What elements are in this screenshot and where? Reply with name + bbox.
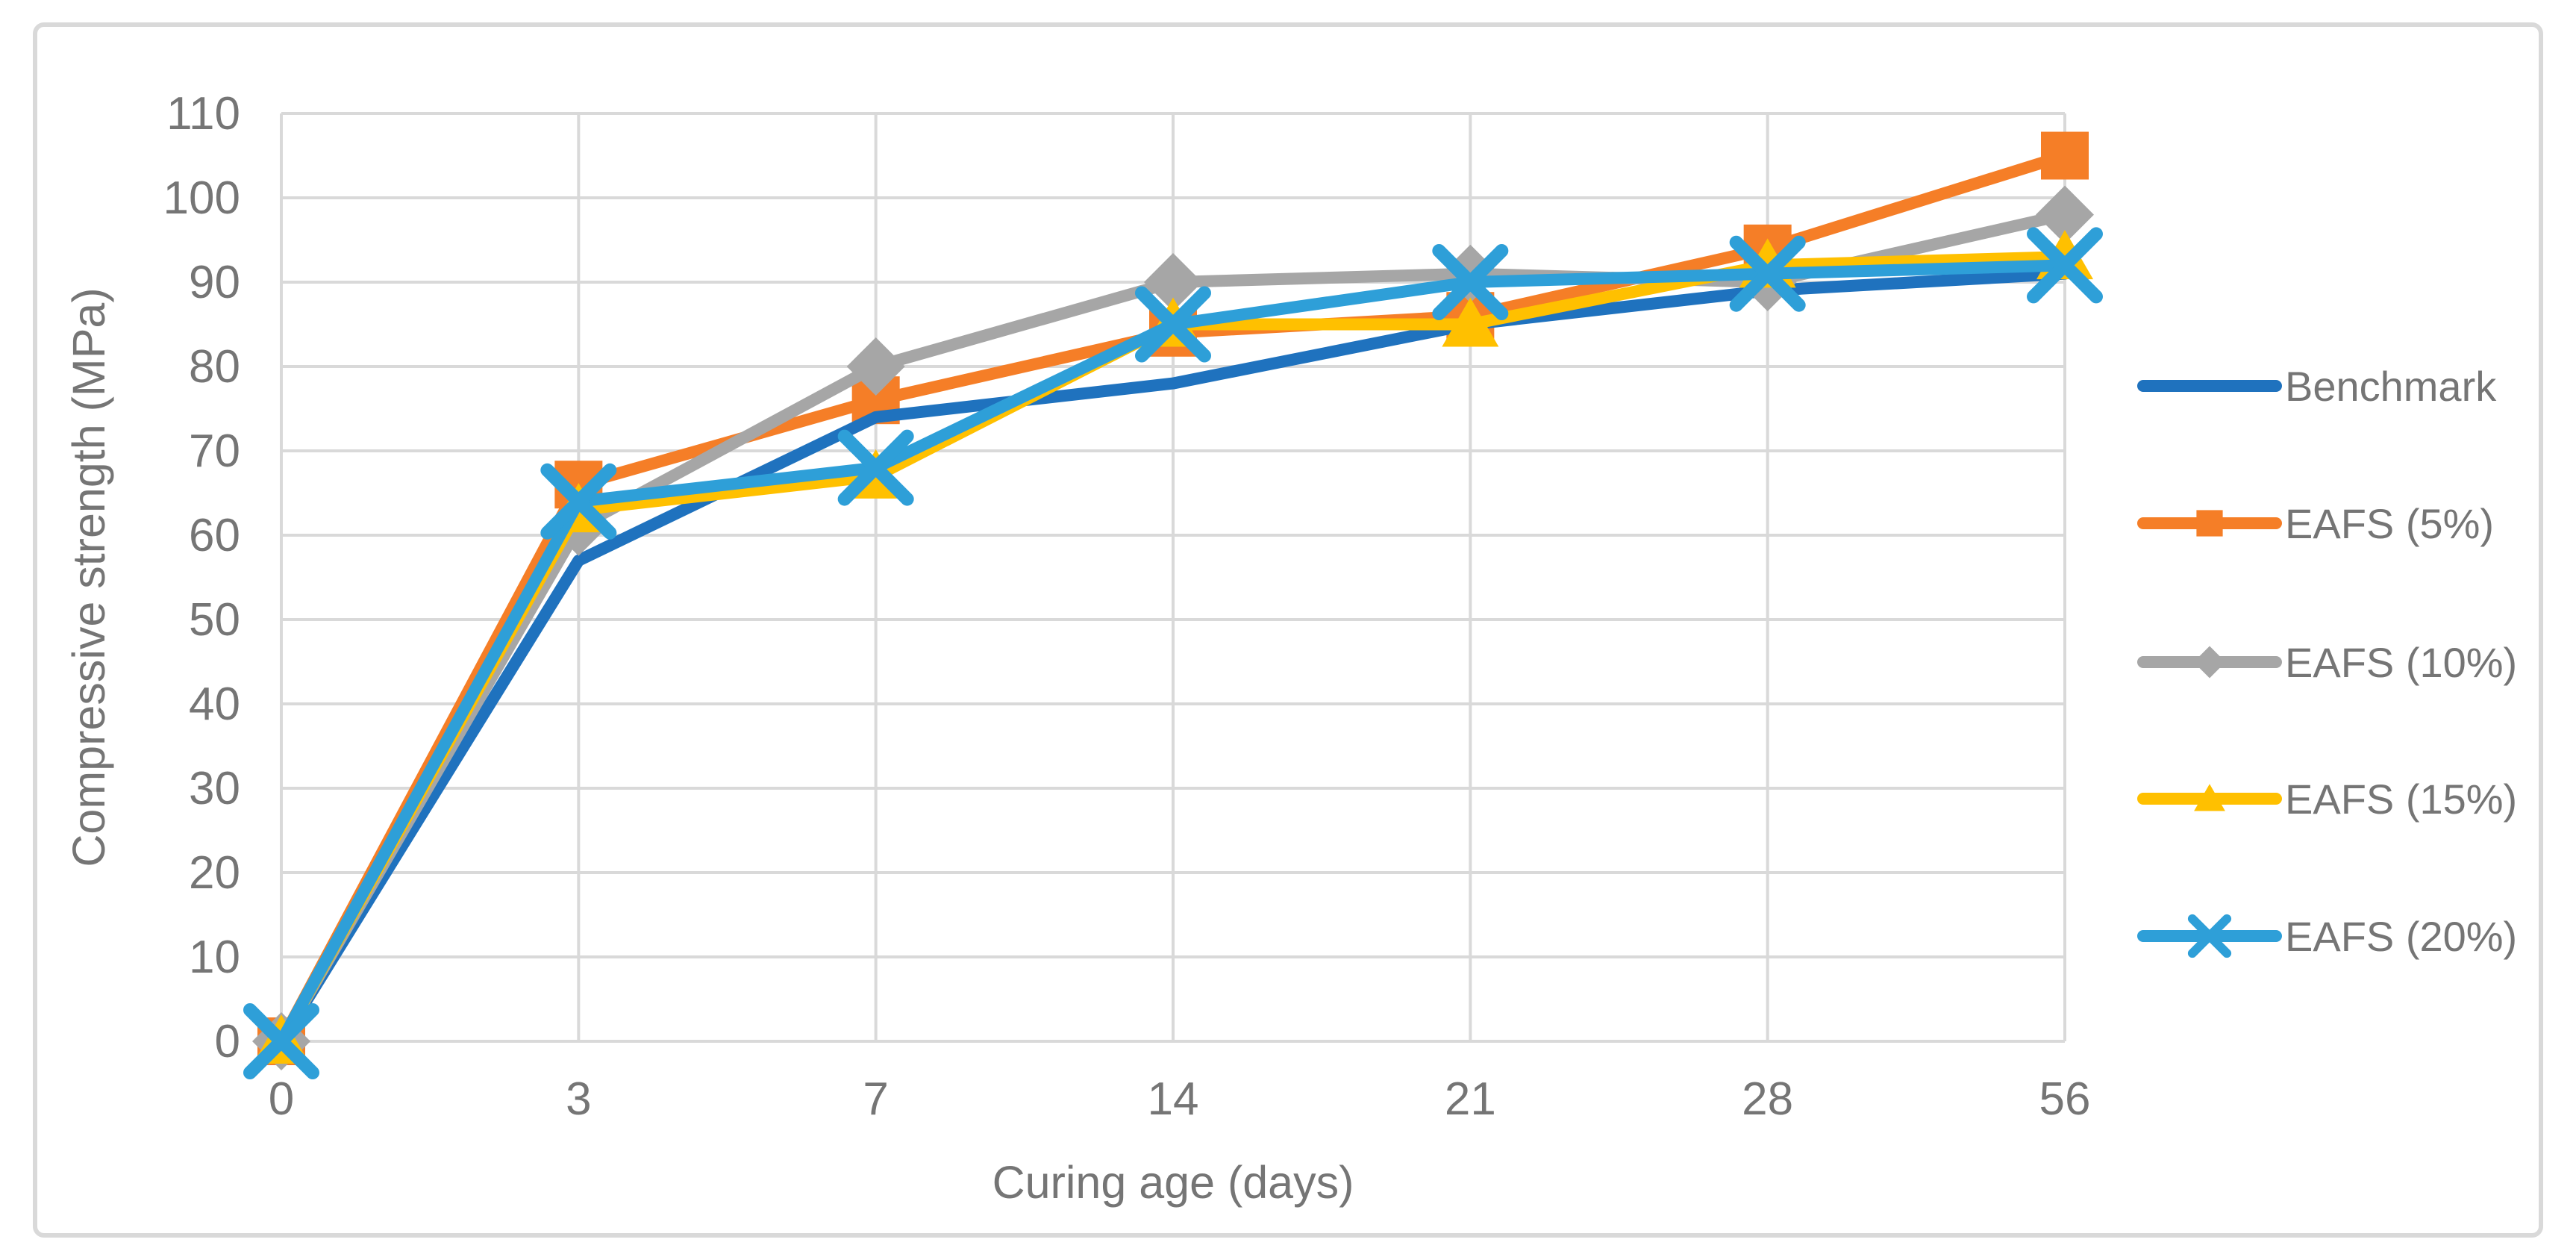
legend-label: EAFS (5%) [2285, 500, 2494, 547]
legend-label: Benchmark [2285, 363, 2497, 410]
y-tick-label: 90 [189, 257, 240, 308]
x-tick-label: 0 [269, 1073, 294, 1125]
x-tick-label: 14 [1148, 1073, 1199, 1125]
legend-label: EAFS (20%) [2285, 913, 2517, 960]
x-tick-label: 7 [863, 1073, 888, 1125]
marker-diamond [2193, 646, 2226, 679]
y-tick-label: 0 [215, 1016, 240, 1067]
x-tick-label: 21 [1445, 1073, 1496, 1125]
marker-diamond [846, 337, 905, 396]
legend-item-eafs-10: EAFS (10%) [2137, 639, 2517, 686]
y-axis-title: Compressive strength (MPa) [63, 287, 114, 867]
legend-item-benchmark: Benchmark [2137, 363, 2497, 410]
x-tick-label: 28 [1742, 1073, 1793, 1125]
marker-square [2041, 131, 2089, 180]
y-tick-label: 40 [189, 679, 240, 730]
marker-x [243, 1003, 319, 1079]
legend-item-eafs-15: EAFS (15%) [2137, 776, 2517, 823]
marker-x [837, 429, 914, 506]
y-tick-label: 110 [166, 88, 240, 140]
legend-item-eafs-5: EAFS (5%) [2137, 500, 2494, 547]
legend-label: EAFS (15%) [2285, 776, 2517, 823]
legend: Benchmark EAFS (5%) EAFS (10%) EAFS (15%) EA… [2137, 363, 2517, 960]
marker-x [1432, 244, 1509, 320]
y-tick-label: 30 [189, 763, 240, 814]
y-tick-label: 80 [189, 341, 240, 393]
y-tick-label: 60 [189, 510, 240, 561]
x-tick-label: 3 [566, 1073, 591, 1125]
x-axis-title: Curing age (days) [992, 1157, 1354, 1208]
legend-item-eafs-20: EAFS (20%) [2137, 913, 2517, 960]
y-tick-label: 100 [163, 172, 240, 224]
marker-x [1729, 235, 1806, 312]
marker-diamond [1144, 253, 1202, 311]
y-tick-label: 20 [189, 847, 240, 899]
marker-triangle [1442, 297, 1499, 347]
marker-x [1135, 286, 1211, 363]
y-tick-label: 70 [189, 425, 240, 477]
marker-x [2027, 227, 2103, 304]
y-tick-label: 10 [189, 932, 240, 983]
marker-diamond [2036, 185, 2094, 244]
chart-border [33, 22, 2543, 1238]
plot-series [243, 131, 2103, 1079]
y-tick-label: 50 [189, 594, 240, 646]
marker-x [2187, 914, 2232, 958]
marker-triangle [2194, 784, 2225, 811]
marker-x [540, 463, 617, 540]
legend-label: EAFS (10%) [2285, 639, 2517, 686]
x-tick-label: 56 [2039, 1073, 2091, 1125]
series-eafs-20 [243, 227, 2103, 1079]
marker-square [2196, 510, 2223, 537]
